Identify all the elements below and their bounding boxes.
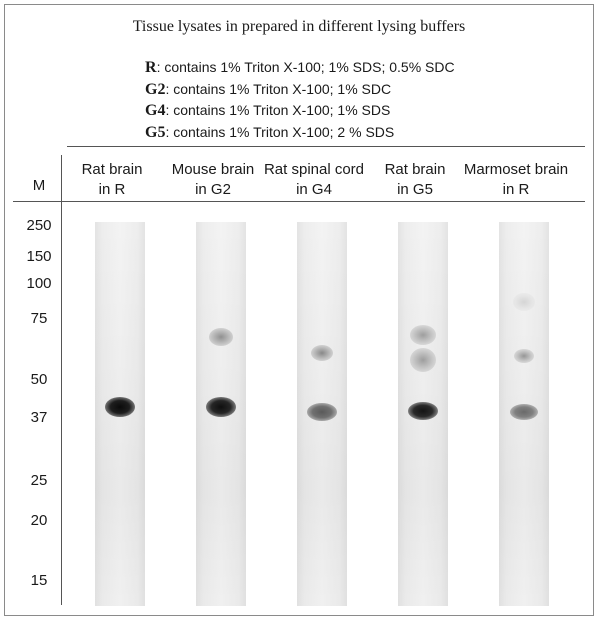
marker-label: 20	[30, 512, 48, 529]
marker-label: 75	[30, 310, 48, 327]
legend-desc: : contains 1% Triton X-100; 1% SDS	[165, 102, 391, 118]
marker-column-header: M	[32, 177, 46, 194]
protein-band	[209, 328, 233, 346]
marker-label: 100	[26, 275, 52, 292]
legend-desc: : contains 1% Triton X-100; 2 % SDS	[165, 123, 395, 140]
lane-label-line: in R	[502, 181, 530, 198]
marker-label: 15	[30, 572, 48, 589]
lane-label: Marmoset brain in R	[456, 160, 576, 200]
blot-lane	[499, 222, 549, 606]
lane-label-line: in G5	[397, 181, 433, 198]
legend-key: R	[145, 59, 157, 76]
lane-label-line: Rat spinal cord	[263, 161, 365, 178]
lane-label-line: Mouse brain	[171, 161, 255, 178]
lane-label-line: Rat brain	[384, 161, 446, 178]
header-top-rule	[67, 146, 585, 147]
marker-label: 25	[30, 472, 48, 489]
marker-label: 50	[30, 371, 48, 388]
lane-label: Rat brain in R	[52, 160, 172, 200]
legend-row-g5: G5: contains 1% Triton X-100; 2 % SDS	[145, 122, 455, 144]
protein-band	[408, 402, 438, 420]
lane-label-line: in G2	[195, 181, 231, 198]
header-bottom-rule	[13, 201, 585, 202]
lane-label-line: Rat brain	[81, 161, 143, 178]
lane-label-line: Marmoset brain	[463, 161, 569, 178]
legend-desc: : contains 1% Triton X-100; 1% SDC	[165, 80, 392, 97]
legend-row-g4: G4: contains 1% Triton X-100; 1% SDS	[145, 100, 455, 122]
blot-lane	[297, 222, 347, 606]
marker-label: 250	[26, 217, 52, 234]
lane-label-line: in G4	[296, 181, 332, 198]
blot-lane	[398, 222, 448, 606]
legend-desc: : contains 1% Triton X-100; 1% SDS; 0.5%…	[156, 59, 455, 75]
figure-title: Tissue lysates in prepared in different …	[132, 18, 466, 35]
blot-lane	[95, 222, 145, 606]
protein-band	[206, 397, 236, 417]
legend-key: G2	[145, 80, 166, 98]
western-blot-figure: Tissue lysates in prepared in different …	[4, 4, 594, 616]
buffer-legend: R: contains 1% Triton X-100; 1% SDS; 0.5…	[145, 57, 455, 143]
legend-row-g2: G2: contains 1% Triton X-100; 1% SDC	[145, 79, 455, 101]
legend-key: G5	[145, 123, 166, 141]
protein-band	[410, 325, 436, 345]
marker-label: 37	[30, 409, 48, 426]
lane-label: Rat brain in G5	[355, 160, 475, 200]
marker-divider	[61, 155, 62, 605]
marker-label: 150	[26, 248, 52, 265]
blot-lane	[196, 222, 246, 606]
legend-key: G4	[145, 102, 166, 119]
protein-band	[307, 403, 337, 421]
protein-band	[105, 397, 135, 417]
lane-label: Rat spinal cord in G4	[254, 160, 374, 200]
lane-label-line: in R	[98, 181, 126, 198]
lane-label: Mouse brain in G2	[153, 160, 273, 200]
protein-band	[311, 345, 333, 361]
protein-band	[510, 404, 538, 420]
legend-row-r: R: contains 1% Triton X-100; 1% SDS; 0.5…	[145, 57, 455, 79]
protein-band	[513, 293, 535, 311]
protein-band	[514, 349, 534, 363]
protein-band	[410, 348, 436, 372]
